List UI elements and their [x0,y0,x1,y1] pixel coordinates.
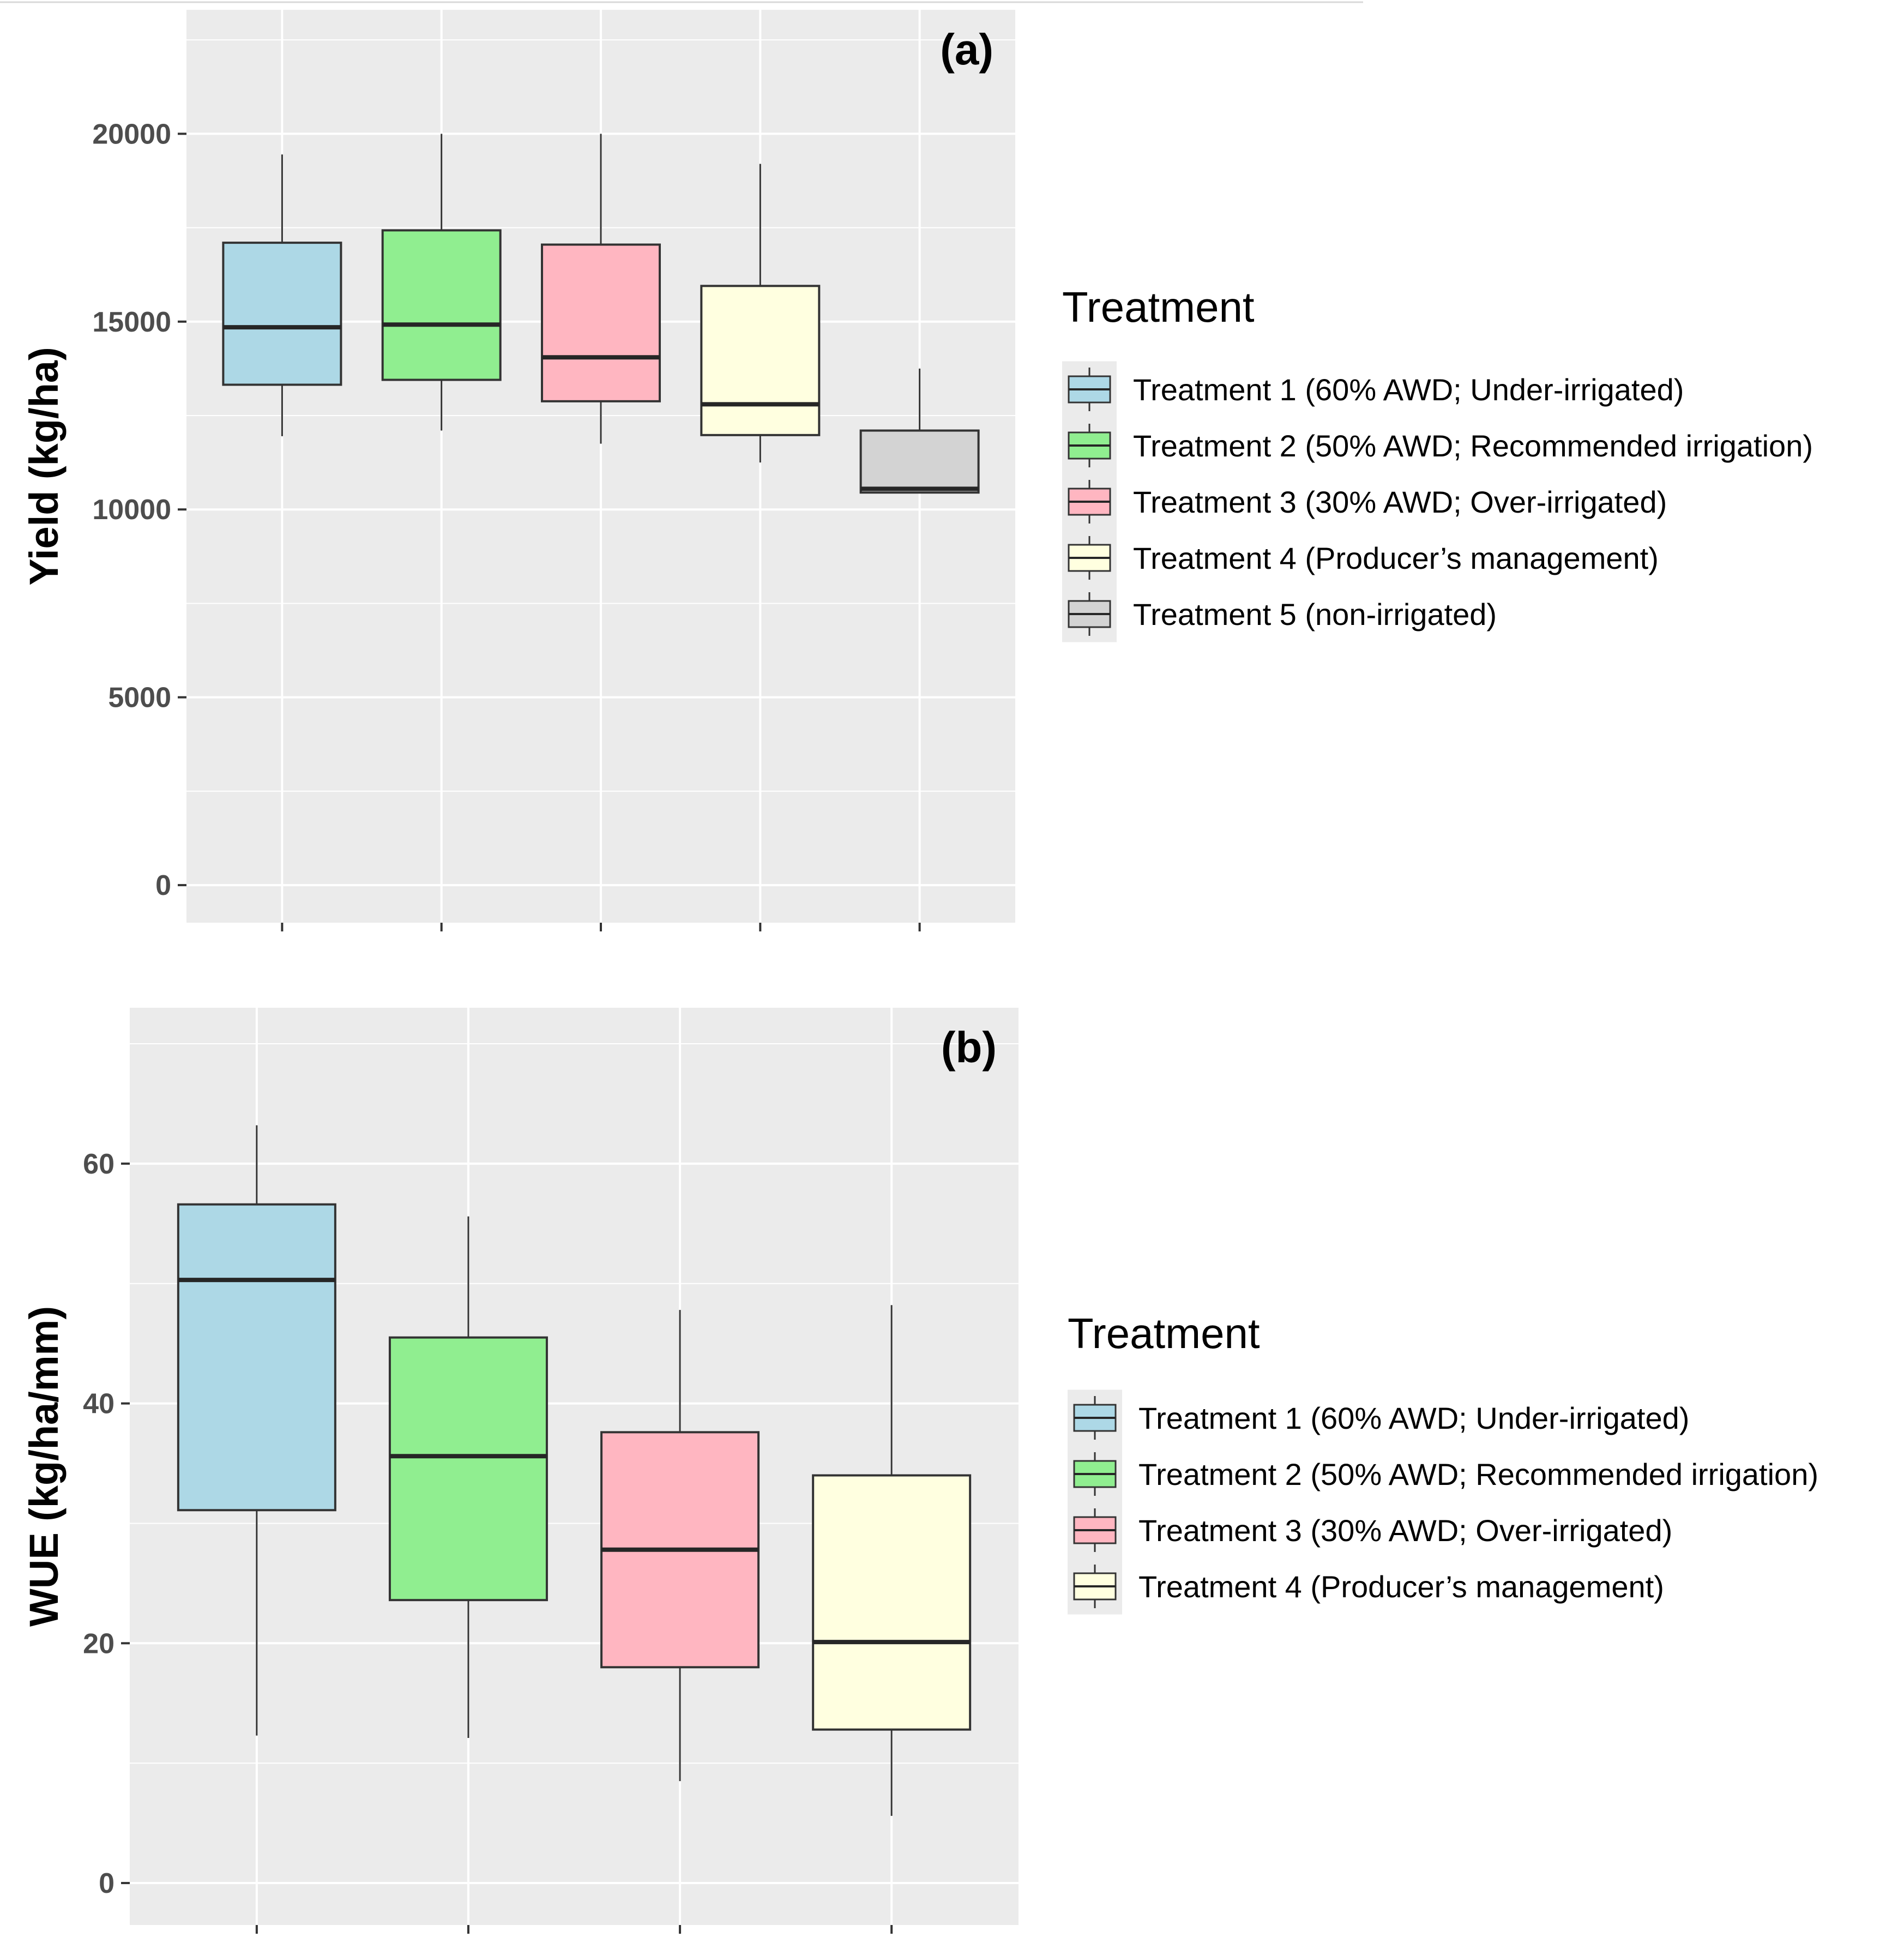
iqr-box [700,285,821,436]
iqr-box [859,429,980,494]
legend-label: Treatment 1 (60% AWD; Under-irrigated) [1138,1401,1689,1435]
iqr-box [388,1336,548,1602]
box-series-2 [388,1216,548,1739]
panel-label: (b) [941,1023,997,1072]
y-tick-label: 0 [155,870,171,901]
legend-title: Treatment [1062,283,1255,331]
y-tick-label: 60 [83,1148,115,1180]
box-series-4 [812,1305,972,1816]
box-series-2 [381,134,502,431]
legend: Treatment Treatment 1 (60% AWD; Under-irr… [1068,1309,1818,1615]
box-series-1 [222,154,342,436]
y-axis-title: WUE (kg/ha/mm) [21,1306,67,1627]
legend-label: Treatment 2 (50% AWD; Recommended irriga… [1138,1457,1818,1491]
iqr-box [381,229,502,381]
legend-label: Treatment 4 (Producer’s management) [1133,541,1659,575]
y-tick-label: 10000 [92,494,171,526]
iqr-box [177,1203,336,1512]
y-tick-label: 0 [99,1868,115,1899]
box-series-4 [700,164,821,463]
y-tick-label: 5000 [108,682,171,714]
iqr-box [222,242,342,386]
y-axis-title: Yield (kg/ha) [21,347,67,585]
legend-label: Treatment 2 (50% AWD; Recommended irriga… [1133,429,1813,463]
legend-label: Treatment 3 (30% AWD; Over-irrigated) [1138,1513,1672,1548]
legend-label: Treatment 4 (Producer’s management) [1138,1569,1664,1604]
legend-label: Treatment 1 (60% AWD; Under-irrigated) [1133,372,1684,407]
y-tick-label: 40 [83,1388,115,1420]
panel-a-yield-chart: 0 5000 10000 15000 20000 (a) Yield (kg/ha) Trea… [21,10,1813,931]
legend: Treatment Treatment 1 (60% AWD; Under-irr… [1062,283,1813,642]
panel-label: (a) [940,25,993,74]
y-tick-label: 20000 [92,118,171,150]
legend-label: Treatment 3 (30% AWD; Over-irrigated) [1133,485,1667,519]
legend-label: Treatment 5 (non-irrigated) [1133,597,1497,631]
legend-title: Treatment [1068,1309,1260,1357]
iqr-box [812,1474,972,1731]
box-series-5 [859,368,980,494]
box-series-3 [600,1310,760,1782]
iqr-box [541,243,661,402]
box-series-1 [177,1125,336,1736]
box-series-3 [541,134,661,444]
y-tick-label: 20 [83,1628,115,1659]
y-tick-label: 15000 [92,306,171,338]
